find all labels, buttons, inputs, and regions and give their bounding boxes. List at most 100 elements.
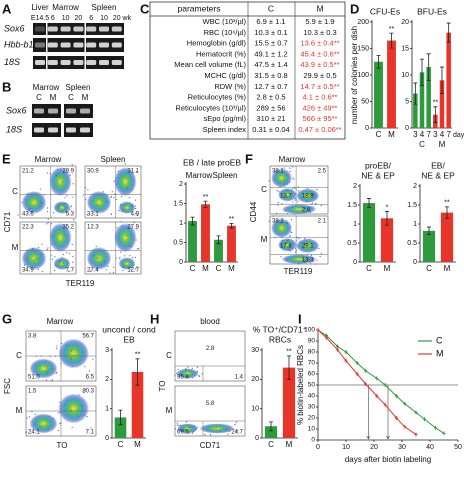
gel-band (99, 26, 109, 32)
flow-dot (297, 200, 299, 202)
flow-dot (116, 227, 118, 229)
point (403, 401, 407, 406)
gel-band (66, 127, 76, 133)
flow-dot (227, 433, 229, 435)
flow-dot (56, 345, 58, 347)
y-tick-label: 0.5 (407, 240, 417, 247)
flow-dot (320, 252, 322, 255)
flow-cloud (49, 223, 72, 253)
table-cell: 12.7 ± 0.7 (254, 82, 287, 91)
flow-dot (45, 379, 48, 381)
gel-age: E14.5 (31, 15, 49, 22)
flow-dot (303, 242, 305, 244)
flow-dot (64, 207, 66, 209)
y-tick-label: 1 (413, 221, 417, 228)
error-bar (135, 358, 140, 386)
flow-dot (52, 417, 54, 420)
gel-band (80, 108, 90, 114)
flow-dot (62, 253, 64, 256)
gel-band (73, 60, 84, 65)
flow-dot (286, 239, 288, 241)
y-tick-label: 10 (308, 426, 316, 433)
flow-dot (314, 263, 316, 265)
flow-dot (290, 218, 293, 221)
flow-dot (291, 206, 294, 208)
flow-axis-label: TO (158, 381, 167, 392)
flow-dot (117, 170, 120, 172)
x-tick-label: M (228, 264, 235, 273)
flow-dot (311, 202, 314, 204)
flow-dot (124, 163, 126, 165)
table-cell: 15.5 ± 0.7 (254, 39, 287, 48)
flow-dot (186, 421, 188, 423)
flow-dot (209, 434, 212, 436)
error-bar (413, 82, 418, 105)
flow-dot (281, 239, 284, 242)
y-tick-label: 0 (105, 435, 109, 442)
flow-dot (272, 215, 274, 217)
flow-dot (180, 430, 183, 432)
series-line (317, 329, 445, 434)
flow-dot (33, 259, 35, 261)
y-tick-label: 1 (105, 406, 109, 413)
flow-number: 38.1 (272, 169, 284, 175)
flow-dot (133, 264, 135, 266)
flow-number: 30.9 (87, 169, 99, 175)
flow-dot (25, 431, 27, 433)
flow-dot (52, 235, 54, 237)
flow-number: 18.9 (302, 193, 314, 199)
flow-row: M (16, 406, 23, 415)
flow-axis-label: CD44 (249, 201, 258, 222)
gel-tissue: Marrow (33, 83, 60, 92)
gel-age: 20 wk (113, 15, 132, 22)
flow-dot (286, 195, 288, 197)
panel-label: F (245, 151, 253, 166)
gel-tissue: Spleen (66, 83, 91, 92)
gel-band (47, 26, 58, 32)
table-frame (149, 1, 346, 140)
flow-dot (97, 204, 99, 206)
gel-age: 10 (62, 15, 70, 22)
flow-number: 35.2 (62, 225, 74, 231)
flow-cloud (58, 393, 89, 424)
y-tick-label: 2 (353, 183, 357, 190)
flow-dot (98, 257, 100, 259)
flow-dot (293, 178, 295, 180)
flow-dot (26, 417, 28, 419)
flow-dot (298, 238, 300, 240)
table-cell: 0.31 ± 0.04 (252, 125, 289, 134)
table-cell: 14.7 ± 0.5** (300, 82, 339, 91)
flow-cloud (29, 358, 58, 379)
flow-dot (177, 368, 179, 370)
flow-dot (316, 259, 318, 261)
gel-band (47, 60, 58, 65)
flow-number: 1.4 (235, 375, 244, 381)
table-cell: Reticulocytes (10³/µl) (175, 103, 246, 112)
flow-dot (134, 256, 136, 258)
flow-dot (274, 170, 276, 172)
flow-dot (111, 191, 113, 193)
bar (374, 61, 383, 128)
group-label: C (419, 140, 425, 149)
flow-dot (45, 360, 47, 362)
flow-dot (312, 260, 314, 263)
flow-dot (88, 370, 91, 372)
x-tick-label: M (384, 264, 391, 273)
flow-dot (119, 203, 122, 206)
flow-axis-label: TER119 (66, 279, 95, 288)
flow-dot (135, 170, 138, 173)
flow-row: M (261, 235, 268, 244)
legend-label: M (436, 348, 444, 358)
gel-lane: C (68, 93, 74, 102)
gel-lane: C (36, 93, 42, 102)
flow-dot (188, 432, 190, 435)
flow-dot (95, 245, 97, 247)
flow-number: 7.7 (66, 268, 75, 274)
y-tick-label: 1.5 (173, 200, 183, 207)
flow-cloud (199, 423, 235, 434)
table-cell: 310 ± 21 (256, 114, 285, 123)
flow-number: 13.7 (280, 193, 292, 199)
flow-dot (59, 203, 61, 205)
flow-dot (313, 195, 316, 197)
flow-dot (234, 423, 236, 425)
